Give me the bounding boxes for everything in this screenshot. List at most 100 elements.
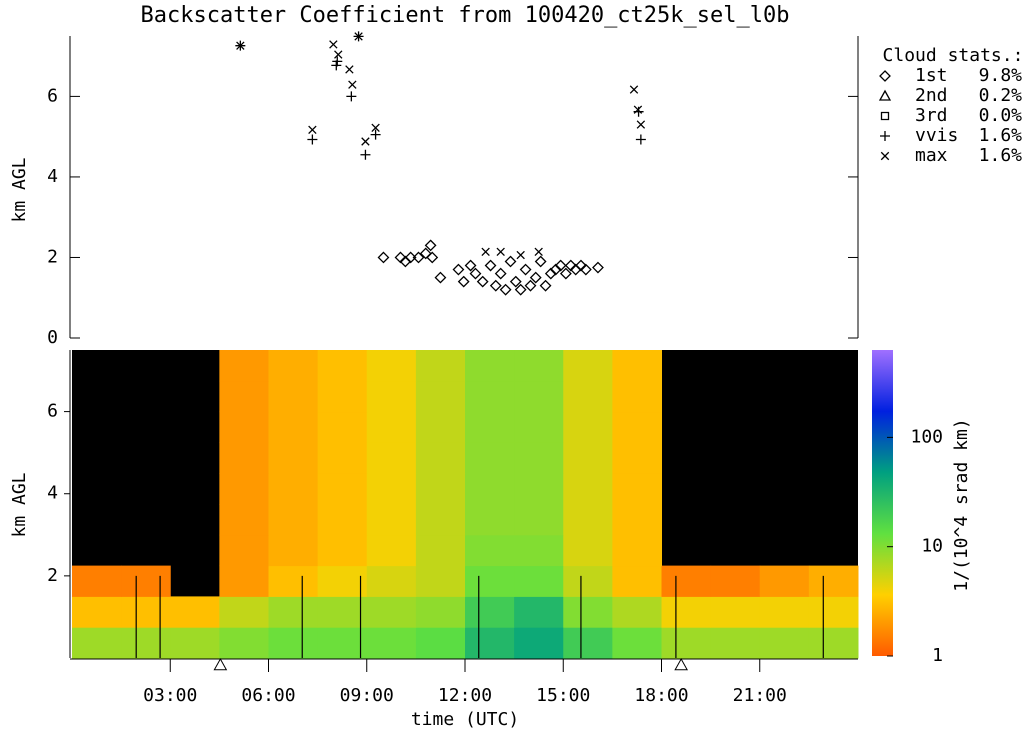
- data-point: [633, 105, 643, 114]
- heatmap-cell: [563, 596, 613, 628]
- x-tick-label: 21:00: [733, 685, 787, 706]
- heatmap-cell: [268, 442, 319, 474]
- legend-label: 1st: [915, 65, 948, 86]
- data-point: [236, 41, 245, 50]
- heatmap-cell: [661, 596, 712, 628]
- data-point: [370, 129, 381, 140]
- y-tick-label: 0: [47, 327, 58, 348]
- heatmap-cell: [710, 565, 761, 597]
- data-point: [516, 250, 525, 260]
- x-tick-label: 12:00: [438, 685, 492, 706]
- data-point: [371, 123, 380, 133]
- heatmap-cell: [366, 473, 417, 505]
- heatmap-cell: [465, 442, 515, 474]
- heatmap-cell: [465, 350, 515, 382]
- heatmap-cell: [612, 473, 662, 505]
- data-point: [345, 65, 354, 74]
- x-tick-label: 18:00: [634, 685, 688, 706]
- legend-value: 0.2%: [979, 85, 1022, 106]
- y-axis-label: km AGL: [9, 157, 30, 222]
- heatmap-cell: [465, 565, 515, 597]
- data-point: [629, 85, 639, 94]
- data-point: [554, 259, 567, 272]
- heatmap-cell: [563, 534, 613, 567]
- data-point: [354, 32, 363, 41]
- heatmap-cell: [514, 534, 564, 567]
- heatmap-cell: [612, 627, 662, 659]
- heatmap-cell: [710, 627, 761, 659]
- data-point: [534, 247, 543, 257]
- heatmap-cell: [366, 411, 417, 443]
- heatmap-cell: [366, 350, 417, 382]
- heatmap-cell: [219, 534, 269, 567]
- heatmap-cell: [759, 627, 810, 659]
- data-point: [360, 149, 371, 160]
- data-point: [426, 251, 439, 264]
- legend-symbol: [879, 70, 891, 82]
- heatmap-cell: [465, 380, 515, 413]
- y-axis-label: km AGL: [9, 472, 30, 537]
- heatmap-cell: [415, 442, 466, 474]
- heatmap-cell: [170, 596, 220, 628]
- legend-value: 0.0%: [979, 105, 1022, 126]
- x-tick-label: 06:00: [241, 685, 295, 706]
- heatmap-cell: [219, 350, 269, 382]
- heatmap-cell: [219, 411, 269, 443]
- heatmap-cell: [415, 411, 466, 443]
- heatmap-cell: [317, 596, 368, 628]
- heatmap-cell: [612, 596, 662, 628]
- legend-value: 1.6%: [979, 125, 1022, 146]
- y-tick-label: 4: [47, 166, 58, 187]
- heatmap-cell: [268, 596, 319, 628]
- data-point: [519, 263, 532, 276]
- heatmap-cell: [170, 627, 220, 659]
- heatmap-cell: [317, 473, 368, 505]
- heatmap-cell: [268, 350, 319, 382]
- heatmap-cell: [514, 442, 564, 474]
- heatmap-cell: [465, 411, 515, 443]
- heatmap-cell: [366, 627, 417, 659]
- heatmap-cell: [219, 565, 269, 597]
- heatmap-cell: [121, 565, 171, 597]
- heatmap-cell: [317, 380, 368, 413]
- data-point: [332, 56, 343, 67]
- legend-symbol: [880, 151, 890, 161]
- heatmap-cell: [514, 565, 564, 597]
- heatmap-cell: [612, 442, 662, 474]
- heatmap-cell: [219, 596, 269, 628]
- heatmap-cell: [514, 411, 564, 443]
- legend-value: 9.8%: [979, 65, 1022, 86]
- data-point: [489, 279, 502, 292]
- heatmap-cell: [612, 411, 662, 443]
- data-point: [592, 261, 604, 274]
- heatmap-cell: [759, 596, 810, 628]
- heatmap-cell: [514, 504, 564, 536]
- heatmap-cell: [72, 596, 122, 628]
- data-point: [452, 263, 465, 276]
- heatmap-cell: [465, 596, 515, 628]
- heatmap-cell: [563, 442, 613, 474]
- data-point: [539, 279, 552, 292]
- data-point: [424, 239, 437, 252]
- data-point: [307, 134, 318, 145]
- heatmap-cell: [268, 504, 319, 536]
- data-point: [534, 255, 547, 268]
- heatmap-cell: [759, 565, 810, 597]
- heatmap-cell: [268, 380, 319, 413]
- heatmap-cell: [72, 565, 122, 597]
- data-point: [529, 271, 542, 284]
- heatmap-cell: [72, 627, 122, 659]
- heatmap-cell: [563, 565, 613, 597]
- heatmap-cell: [366, 504, 417, 536]
- heatmap-cell: [514, 473, 564, 505]
- heatmap-cell: [415, 534, 466, 567]
- heatmap-cell: [268, 411, 319, 443]
- heatmap-cell: [415, 473, 466, 505]
- data-point: [419, 247, 432, 260]
- data-point: [524, 279, 537, 292]
- data-point: [469, 267, 482, 280]
- heatmap-cell: [268, 473, 319, 505]
- data-point: [464, 259, 477, 272]
- heatmap-cell: [661, 627, 712, 659]
- heatmap-cell: [366, 380, 417, 413]
